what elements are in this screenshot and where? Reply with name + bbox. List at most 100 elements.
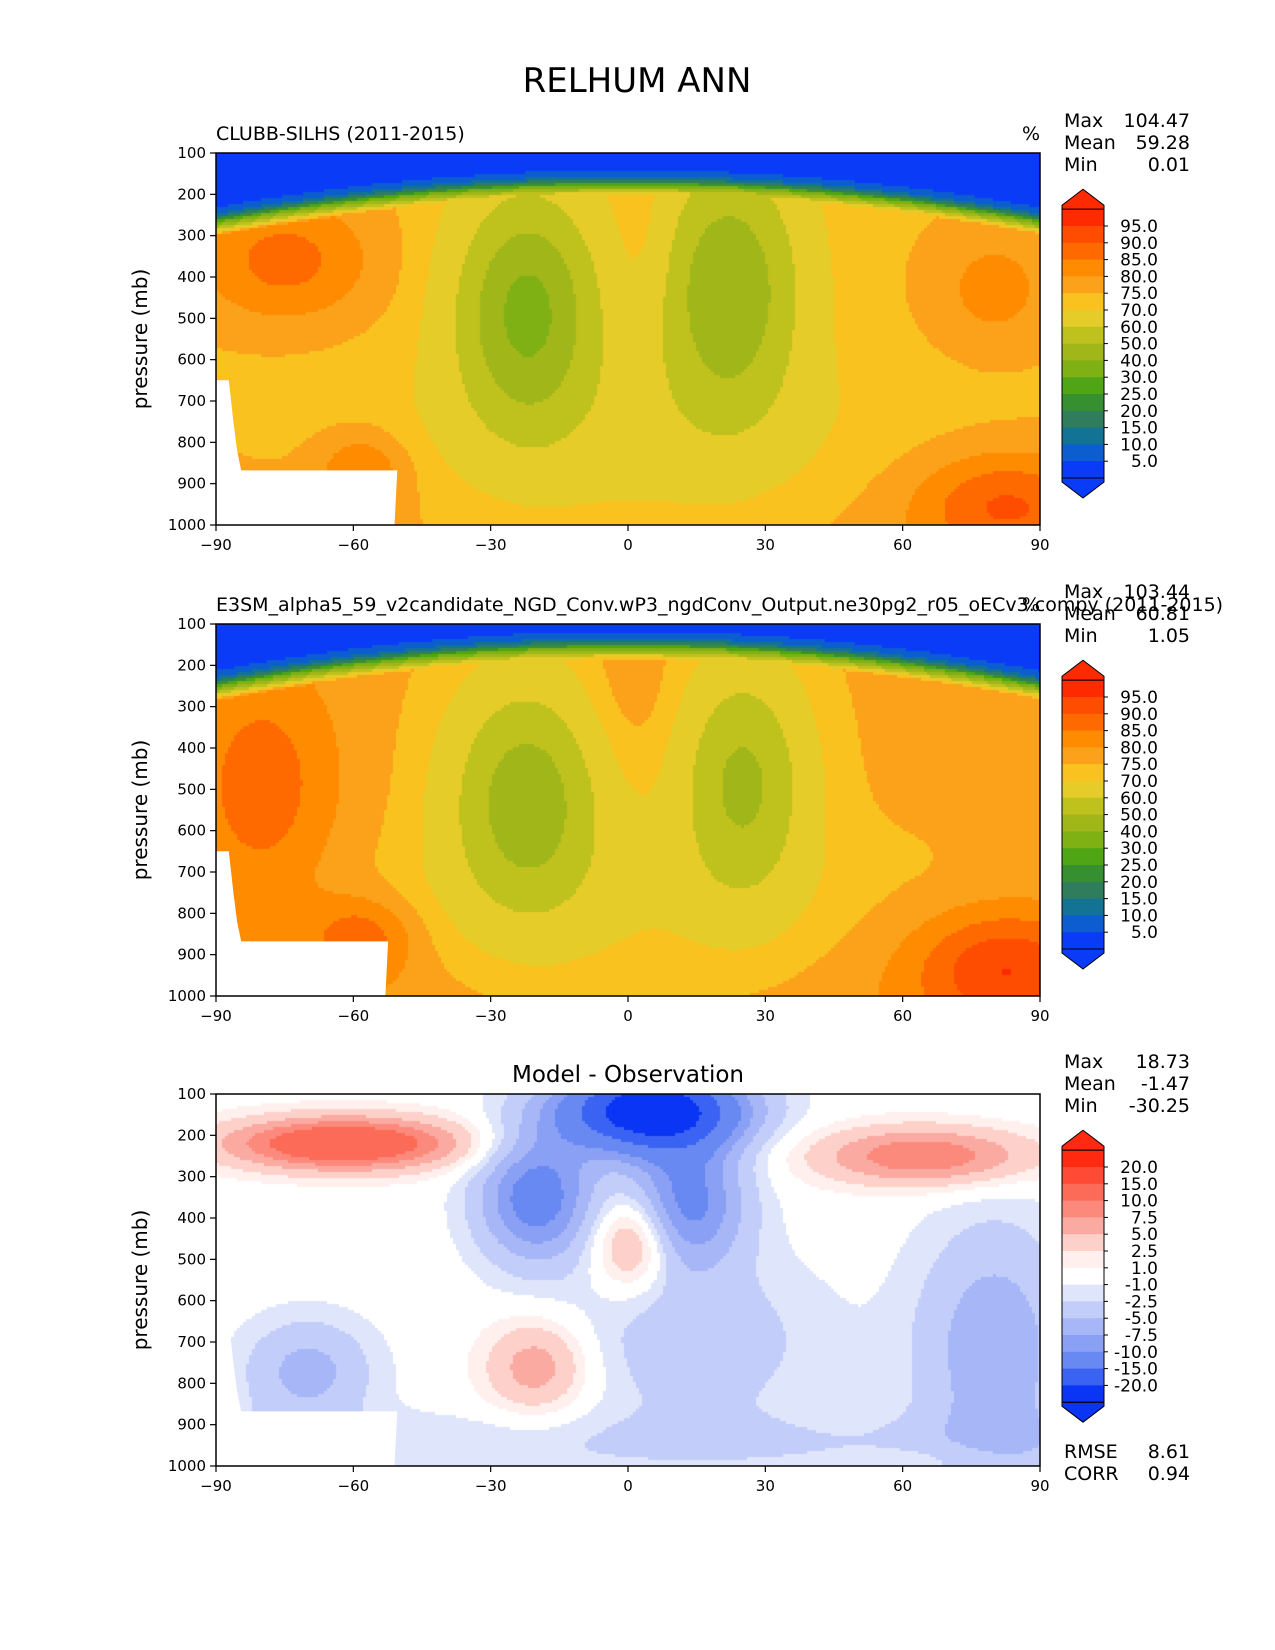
colorbar-extend-top — [1061, 188, 1105, 210]
stat-mean-value: -1.47 — [1141, 1073, 1190, 1095]
stat-min-label: Min — [1064, 1095, 1098, 1117]
y-tick-label: 500 — [177, 309, 206, 327]
x-tick-label: −90 — [200, 1007, 232, 1025]
stat-max-value: 18.73 — [1136, 1051, 1190, 1073]
x-tick-label: 60 — [893, 1007, 912, 1025]
y-tick-label: 200 — [177, 1126, 206, 1144]
colorbar-segment — [1062, 848, 1104, 866]
colorbar-segment — [1062, 293, 1104, 311]
y-tick-label: 300 — [177, 227, 206, 245]
colorbar-tick-label: 75.0 — [1120, 755, 1158, 775]
colorbar-segment — [1062, 764, 1104, 782]
y-tick-label: 600 — [177, 351, 206, 369]
stat-mean-label: Mean — [1064, 603, 1116, 625]
y-tick-label: 900 — [177, 475, 206, 493]
stat-mean-value: 60.81 — [1136, 603, 1190, 625]
colorbar-segment — [1062, 1301, 1104, 1319]
colorbar-tick-label: 90.0 — [1120, 234, 1158, 254]
colorbar-segment — [1062, 1217, 1104, 1235]
y-tick-label: 300 — [177, 698, 206, 716]
colorbar-extend-top — [1061, 659, 1105, 681]
colorbar-segment — [1062, 881, 1104, 900]
y-tick-label: 200 — [177, 185, 206, 203]
units-label: % — [1022, 123, 1040, 145]
y-tick-label: 1000 — [168, 516, 206, 534]
colorbar-tick-label: 40.0 — [1120, 351, 1158, 371]
stat-min-value: -30.25 — [1129, 1095, 1190, 1117]
colorbar-segment — [1062, 1318, 1104, 1336]
x-tick-label: 90 — [1030, 1477, 1049, 1495]
colorbar-tick-label: 5.0 — [1131, 923, 1158, 943]
y-tick-label: 200 — [177, 656, 206, 674]
colorbar-tick-label: -7.5 — [1125, 1326, 1158, 1346]
stat-corr-value: 0.94 — [1148, 1463, 1190, 1485]
y-tick-label: 700 — [177, 1333, 206, 1351]
colorbar-tick-label: 80.0 — [1120, 738, 1158, 758]
y-tick-label: 100 — [177, 144, 206, 162]
chart-panel-1: CLUBB-SILHS (2011-2015) % Max 104.47 Mean 59.… — [128, 110, 1190, 554]
x-tick-label: 30 — [756, 1477, 775, 1495]
x-tick-label: 0 — [623, 1007, 633, 1025]
colorbar-tick-label: 15.0 — [1120, 419, 1158, 439]
stat-max-value: 104.47 — [1124, 110, 1190, 132]
colorbar-segment — [1062, 1167, 1104, 1185]
colorbar-extend-bottom — [1061, 948, 1105, 970]
topography-mask — [216, 851, 389, 996]
x-tick-label: −30 — [475, 1477, 507, 1495]
colorbar-tick-label: 2.5 — [1131, 1242, 1158, 1262]
colorbar-frame — [1061, 1149, 1105, 1403]
colorbar-tick-label: -1.0 — [1125, 1276, 1158, 1296]
colorbar-tick-label: 30.0 — [1120, 839, 1158, 859]
colorbar-segment — [1062, 360, 1104, 378]
colorbar-tick-label: 50.0 — [1120, 335, 1158, 355]
colorbar-segment — [1062, 713, 1104, 732]
colorbar-extend-bottom — [1061, 477, 1105, 499]
y-tick-label: 900 — [177, 1416, 206, 1434]
figure-title: RELHUM ANN — [523, 61, 752, 101]
x-tick-label: 30 — [756, 536, 775, 554]
stat-min-value: 0.01 — [1148, 154, 1190, 176]
colorbar-segment — [1062, 377, 1104, 395]
colorbar-tick-label: 50.0 — [1120, 806, 1158, 826]
colorbar-tick-label: 20.0 — [1120, 873, 1158, 893]
y-tick-label: 600 — [177, 822, 206, 840]
colorbar-tick-label: -5.0 — [1125, 1309, 1158, 1329]
stat-min-label: Min — [1064, 625, 1098, 647]
stat-max-label: Max — [1064, 1051, 1103, 1073]
colorbar-tick-label: 10.0 — [1120, 1192, 1158, 1212]
colorbar-segment — [1062, 898, 1104, 916]
colorbar-segment — [1062, 1267, 1104, 1286]
colorbar-segment — [1062, 747, 1104, 765]
colorbar-segment — [1062, 394, 1104, 412]
colorbar-segment — [1062, 1335, 1104, 1353]
colorbar-segment — [1062, 1234, 1104, 1252]
colorbar-tick-label: 20.0 — [1120, 1158, 1158, 1178]
stat-mean-label: Mean — [1064, 1073, 1116, 1095]
colorbar-segment — [1062, 781, 1104, 799]
units-label: % — [1022, 594, 1040, 616]
colorbar-segment — [1062, 1251, 1104, 1269]
colorbar-tick-label: 70.0 — [1120, 301, 1158, 321]
y-tick-label: 100 — [177, 1085, 206, 1103]
colorbar-segment — [1062, 343, 1104, 361]
colorbar-tick-label: 15.0 — [1120, 890, 1158, 910]
heatmap-field — [216, 624, 1040, 996]
colorbar-segment — [1062, 814, 1104, 832]
colorbar-tick-label: 1.0 — [1131, 1259, 1158, 1279]
colorbar-tick-label: -15.0 — [1114, 1360, 1158, 1380]
colorbar-tick-label: 10.0 — [1120, 906, 1158, 926]
x-tick-label: 90 — [1030, 536, 1049, 554]
colorbar-tick-label: 75.0 — [1120, 284, 1158, 304]
heatmap-field — [216, 1094, 1040, 1466]
x-tick-label: −60 — [338, 536, 370, 554]
colorbar-tick-label: 85.0 — [1120, 251, 1158, 271]
colorbar-tick-label: 60.0 — [1120, 318, 1158, 338]
colorbar-segment — [1062, 932, 1104, 950]
colorbar-segment — [1062, 209, 1104, 227]
colorbar-segment — [1062, 276, 1104, 294]
chart-panel-3: Model - Observation Max 18.73 Mean -1.47 Min -… — [128, 1051, 1190, 1495]
y-tick-label: 600 — [177, 1292, 206, 1310]
y-axis-label: pressure (mb) — [128, 269, 152, 410]
y-tick-label: 400 — [177, 1209, 206, 1227]
